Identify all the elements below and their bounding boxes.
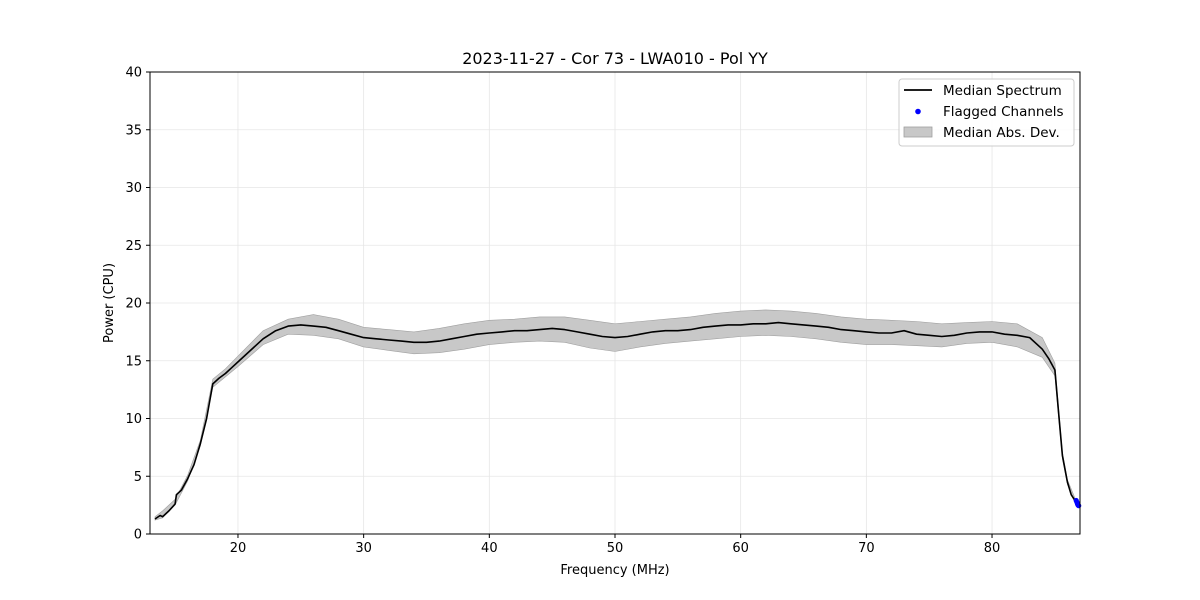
y-axis-label: Power (CPU) xyxy=(102,263,117,343)
y-tick-label: 35 xyxy=(125,123,142,138)
legend-label-flagged: Flagged Channels xyxy=(943,104,1064,120)
x-tick-label: 50 xyxy=(607,541,624,556)
y-tick-label: 0 xyxy=(134,528,142,543)
grid xyxy=(150,71,1080,535)
legend-dot-swatch xyxy=(915,108,921,115)
x-tick-label: 20 xyxy=(230,541,247,556)
y-tick-label: 20 xyxy=(125,297,142,312)
median-line-layer xyxy=(154,321,1076,520)
y-tick-label: 30 xyxy=(125,181,142,196)
y-tick-label: 40 xyxy=(125,66,142,81)
y-tick-label: 10 xyxy=(125,412,142,427)
median-spectrum-line xyxy=(154,321,1076,520)
x-tick-label: 70 xyxy=(858,541,875,556)
x-tick-label: 30 xyxy=(355,541,372,556)
axis-ticks: 20 30 40 50 60 70 80 0 5 10 15 20 25 30 35 40 xyxy=(125,66,1000,557)
y-tick-label: 25 xyxy=(125,239,142,254)
legend-label-median: Median Spectrum xyxy=(943,83,1062,99)
legend-band-swatch xyxy=(903,126,933,138)
x-axis-label: Frequency (MHz) xyxy=(560,563,669,578)
y-tick-label: 5 xyxy=(134,470,142,485)
x-tick-label: 80 xyxy=(984,541,1001,556)
flagged-channel-point xyxy=(1076,503,1082,509)
x-tick-label: 60 xyxy=(732,541,749,556)
x-tick-label: 40 xyxy=(481,541,498,556)
legend-label-mad: Median Abs. Dev. xyxy=(943,125,1060,141)
legend: Median Spectrum Flagged Channels Median … xyxy=(898,78,1075,147)
legend-box xyxy=(898,78,1075,147)
y-tick-label: 15 xyxy=(125,354,142,369)
chart-title: 2023-11-27 - Cor 73 - LWA010 - Pol YY xyxy=(462,49,768,68)
